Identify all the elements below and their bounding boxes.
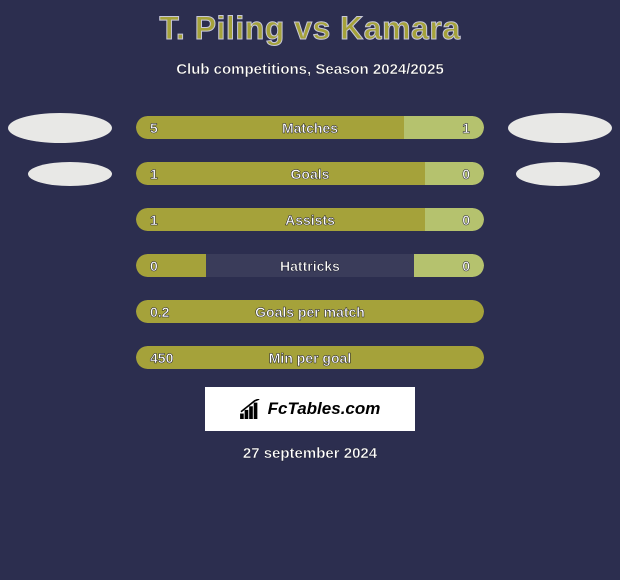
stat-row: Hattricks0 0 <box>0 254 620 277</box>
stat-value-left: 450 <box>150 346 173 369</box>
stat-bar-track: Goals per match0.2 <box>136 300 484 323</box>
player-right-badge <box>508 113 612 143</box>
stat-value-right: 1 <box>462 116 470 139</box>
branding-box: FcTables.com <box>205 387 415 431</box>
stat-bar-track: Matches5 1 <box>136 116 484 139</box>
stat-label: Matches <box>136 116 484 139</box>
stat-bar-track: Min per goal450 <box>136 346 484 369</box>
stat-label: Min per goal <box>136 346 484 369</box>
snapshot-date: 27 september 2024 <box>0 445 620 462</box>
stat-value-left: 1 <box>150 162 158 185</box>
stat-bar-track: Hattricks0 0 <box>136 254 484 277</box>
stat-row: Goals per match0.2 <box>0 300 620 323</box>
player-left-badge <box>8 113 112 143</box>
season-subtitle: Club competitions, Season 2024/2025 <box>0 61 620 78</box>
stat-value-left: 0.2 <box>150 300 169 323</box>
stat-bar-track: Goals1 0 <box>136 162 484 185</box>
stat-value-right: 0 <box>462 254 470 277</box>
stat-label: Goals per match <box>136 300 484 323</box>
stat-row: Goals1 0 <box>0 162 620 185</box>
stat-value-right: 0 <box>462 162 470 185</box>
stat-value-right: 0 <box>462 208 470 231</box>
stat-label: Goals <box>136 162 484 185</box>
stat-value-left: 0 <box>150 254 158 277</box>
stats-rows: Matches51Goals10Assists10Hattricks00Goal… <box>0 116 620 369</box>
stat-row: Assists1 0 <box>0 208 620 231</box>
player-left-badge <box>28 162 112 186</box>
stat-bar-track: Assists1 0 <box>136 208 484 231</box>
player-right-badge <box>516 162 600 186</box>
stat-row: Matches5 1 <box>0 116 620 139</box>
branding-text: FcTables.com <box>268 399 381 419</box>
stat-row: Min per goal450 <box>0 346 620 369</box>
stat-value-left: 5 <box>150 116 158 139</box>
stat-label: Hattricks <box>136 254 484 277</box>
stat-label: Assists <box>136 208 484 231</box>
stat-value-left: 1 <box>150 208 158 231</box>
fctables-logo-icon <box>240 399 262 419</box>
comparison-title: T. Piling vs Kamara <box>0 0 620 47</box>
